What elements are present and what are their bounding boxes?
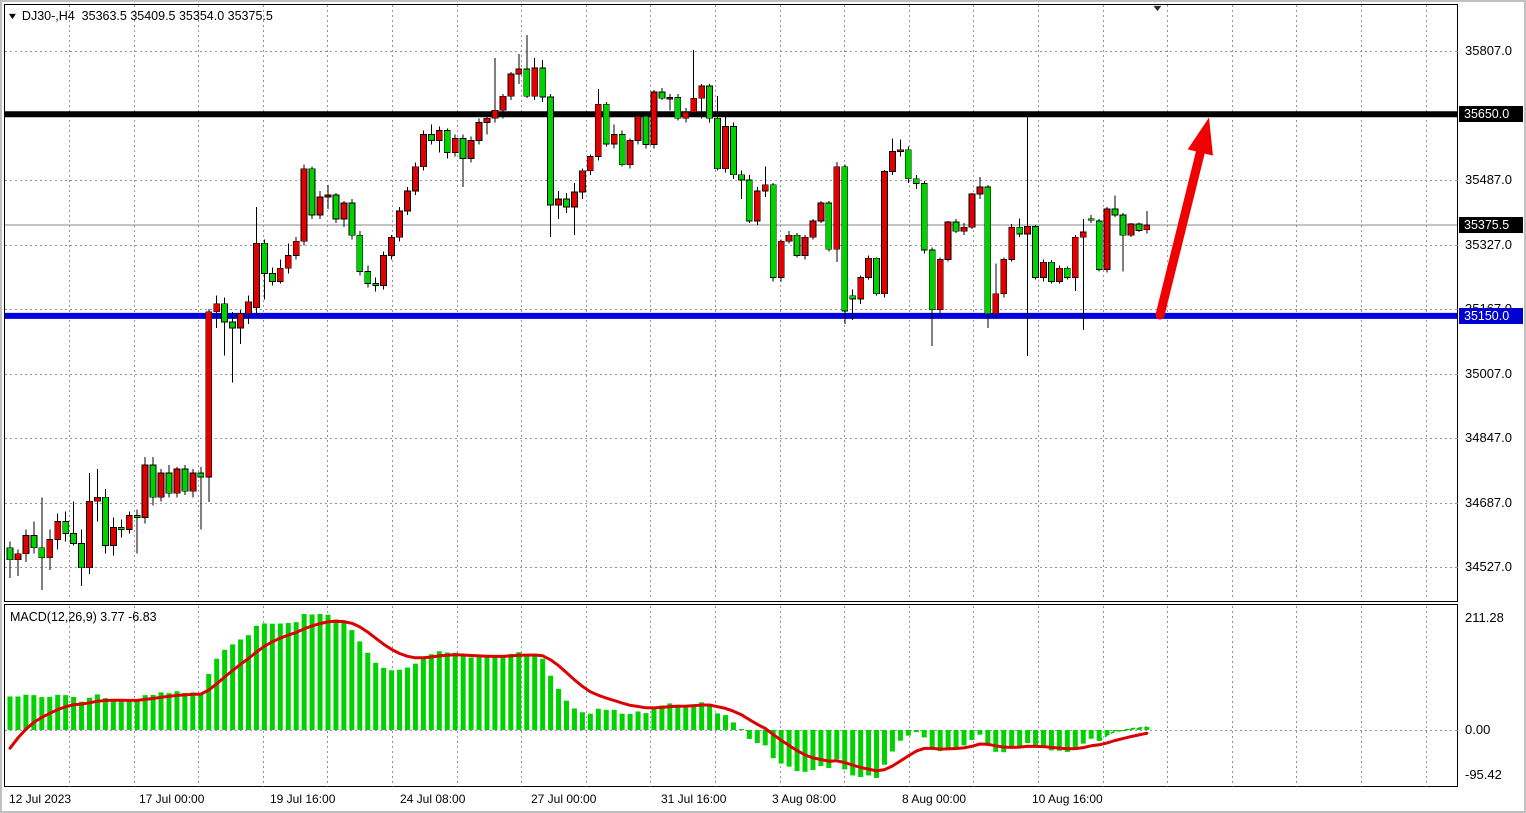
macd-axis-label: 211.28 [1465, 610, 1504, 625]
symbol-dropdown-icon[interactable]: ▼ [6, 10, 19, 21]
macd-axis-label: 0.00 [1465, 722, 1491, 737]
price-axis-label: 34687.0 [1465, 494, 1512, 510]
time-axis-label: 19 Jul 16:00 [270, 792, 336, 806]
price-panel[interactable] [4, 4, 1458, 602]
price-axis-label: 34527.0 [1465, 559, 1512, 574]
resistance-price-tag: 35650.0 [1459, 106, 1523, 123]
autoscroll-icon[interactable]: ▼ [1150, 3, 1165, 13]
macd-indicator-label: MACD(12,26,9) 3.77 -6.83 [10, 610, 157, 624]
chart-title-row: ▼ DJ30-,H4 35363.5 35409.5 35354.0 35375… [6, 9, 273, 23]
support-price-tag: 35150.0 [1459, 307, 1523, 324]
macd-indicator-panel[interactable] [4, 604, 1458, 787]
time-axis-label: 3 Aug 08:00 [772, 792, 837, 806]
price-axis-label: 35007.0 [1465, 365, 1512, 381]
time-axis-label: 27 Jul 00:00 [531, 792, 597, 806]
time-axis-label: 24 Jul 08:00 [400, 792, 466, 806]
time-axis[interactable]: 12 Jul 2023 17 Jul 00:00 19 Jul 16:00 24 Ju… [4, 787, 1524, 811]
time-axis-label: 8 Aug 00:00 [902, 792, 967, 806]
price-axis[interactable]: 35807.035487.035327.035167.035007.034847… [1458, 2, 1524, 787]
chart-title-ohlc: DJ30-,H4 35363.5 35409.5 35354.0 35375.5 [21, 9, 273, 23]
price-axis-label: 35487.0 [1465, 172, 1512, 187]
time-axis-label: 17 Jul 00:00 [139, 792, 205, 806]
price-axis-label: 35807.0 [1465, 43, 1512, 58]
time-axis-label: 31 Jul 16:00 [661, 792, 727, 806]
time-axis-label: 12 Jul 2023 [9, 792, 72, 806]
macd-axis-label: -95.42 [1465, 767, 1502, 782]
time-axis-label: 10 Aug 16:00 [1032, 792, 1103, 806]
current-price-tag: 35375.5 [1459, 216, 1523, 233]
price-axis-label: 34847.0 [1465, 430, 1512, 445]
price-axis-label: 35327.0 [1465, 236, 1512, 252]
